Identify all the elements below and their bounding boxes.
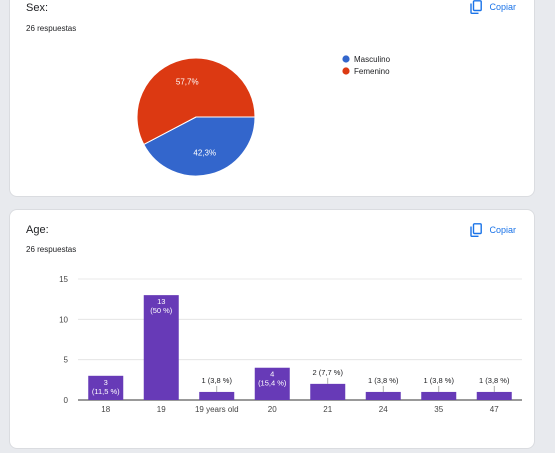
copy-label: Copiar — [489, 2, 516, 12]
pie-slice-label: 57,7% — [176, 77, 199, 86]
scrollbar-track[interactable] — [546, 0, 555, 453]
bar-percent-label: (50 %) — [150, 306, 173, 315]
copy-chart-button[interactable]: Copiar — [470, 223, 516, 237]
bar-47 — [476, 391, 512, 400]
bar-24 — [365, 391, 401, 400]
y-tick-label: 10 — [59, 315, 68, 324]
y-tick-label: 15 — [59, 275, 68, 284]
bar-18 — [88, 375, 124, 400]
copy-icon — [470, 223, 483, 237]
bar-20 — [254, 367, 290, 400]
bar-value-label: 13 — [157, 297, 165, 306]
bar-percent-label: (11,5 %) — [92, 387, 120, 396]
bar-19 — [143, 295, 179, 400]
response-count: 26 respuestas — [26, 245, 77, 254]
age-summary-card: Age: 26 respuestas Copiar 0 5 10 15 3 (11,5 %… — [9, 209, 535, 449]
bar-value-label: 1 (3,8 %) — [202, 376, 233, 385]
bar-21 — [310, 383, 346, 400]
sex-summary-card: Sex: 26 respuestas Copiar 42,3% 57,7% Masc… — [9, 0, 535, 197]
pie-slice-label: 42,3% — [193, 149, 216, 158]
x-tick-label: 35 — [434, 405, 443, 414]
legend-marker-masculino — [342, 55, 350, 63]
legend-label-femenino: Femenino — [354, 67, 390, 76]
response-count: 26 respuestas — [26, 24, 77, 33]
question-title: Sex: — [26, 2, 49, 14]
bar-value-label: 1 (3,8 %) — [424, 376, 455, 385]
bar-35 — [421, 391, 457, 400]
copy-icon — [470, 0, 483, 14]
bar-percent-label: (15,4 %) — [258, 379, 287, 388]
x-tick-label: 21 — [323, 405, 332, 414]
x-tick-label: 19 years old — [195, 405, 239, 414]
bar-value-label: 3 — [104, 378, 108, 387]
bar-value-label: 4 — [270, 370, 274, 379]
bar-19-years-old — [199, 391, 235, 400]
legend-marker-femenino — [342, 67, 350, 75]
y-tick-label: 5 — [64, 356, 69, 365]
bar-value-label: 2 (7,7 %) — [313, 368, 344, 377]
age-bar-chart: 0 5 10 15 3(11,5 %) 18 13(50 %) 19 1 (3,8 %) 19 y… — [59, 275, 522, 414]
copy-chart-button[interactable]: Copiar — [470, 0, 516, 14]
x-tick-label: 18 — [101, 405, 110, 414]
x-tick-label: 19 — [157, 405, 166, 414]
pie-slice-femenino — [136, 57, 256, 146]
y-tick-label: 0 — [64, 396, 69, 405]
bar-value-label: 1 (3,8 %) — [479, 376, 510, 385]
sex-pie-chart: 42,3% 57,7% Masculino Femenino — [136, 55, 391, 177]
x-tick-label: 47 — [490, 405, 499, 414]
legend-label-masculino: Masculino — [354, 55, 391, 64]
question-title: Age: — [26, 224, 49, 236]
x-tick-label: 24 — [379, 405, 388, 414]
copy-label: Copiar — [489, 225, 516, 235]
x-tick-label: 20 — [268, 405, 277, 414]
pie-slice-masculino — [143, 116, 256, 177]
bar-value-label: 1 (3,8 %) — [368, 376, 399, 385]
